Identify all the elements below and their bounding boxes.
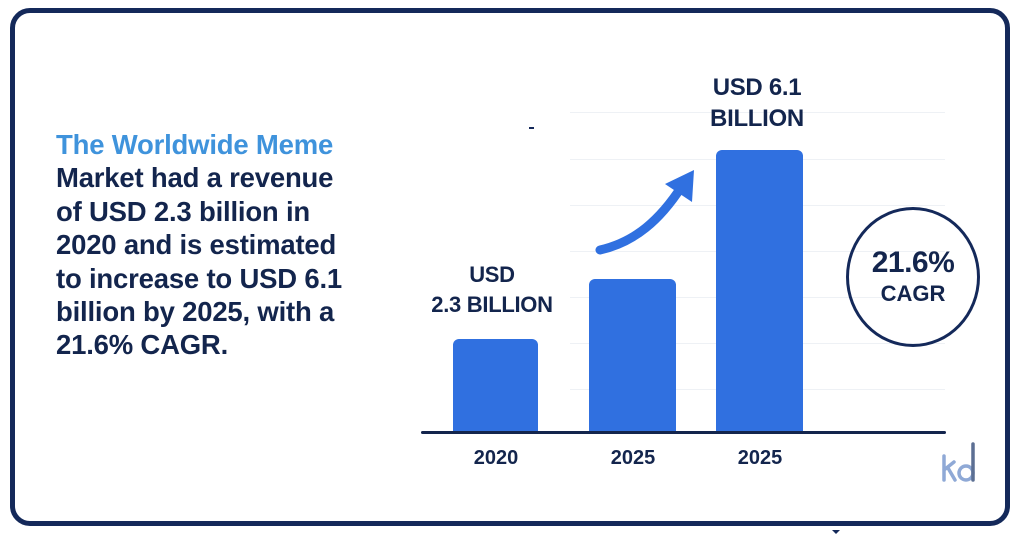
x-tick-label: 2025	[610, 447, 656, 469]
x-tick-label: 2025	[737, 447, 783, 469]
x-tick-label: 2020	[473, 447, 519, 469]
headline-highlight: The Worldwide Meme	[56, 129, 334, 160]
headline-line: Market had a revenue	[56, 162, 334, 194]
bar-2025-value-label: USD 6.1 BILLION	[677, 72, 837, 134]
cagr-value: 21.6%	[871, 246, 955, 279]
x-axis-line	[421, 431, 946, 434]
headline-line: to increase to USD 6.1	[56, 262, 342, 294]
value-label-line: USD	[469, 262, 515, 287]
value-label-line: USD 6.1	[712, 74, 802, 101]
headline-line: 2020 and is estimated	[56, 229, 337, 261]
gridline	[570, 112, 945, 113]
cagr-label: CAGR	[880, 281, 946, 306]
bar-2020	[453, 339, 538, 432]
bar-2020-value-label: USD 2.3 BILLION	[412, 260, 572, 320]
headline-text: The Worldwide Meme Market had a revenue …	[56, 128, 396, 362]
bar-2025	[716, 150, 803, 432]
growth-arrow-icon	[595, 170, 694, 255]
card-frame	[10, 8, 1010, 526]
kd-logo-icon	[942, 442, 975, 482]
headline-line: 21.6% CAGR.	[56, 329, 229, 361]
stray-mark	[529, 127, 534, 129]
cagr-badge: 21.6% CAGR	[846, 207, 980, 347]
value-label-line: 2.3 BILLION	[431, 292, 553, 317]
bar-2025-mid	[589, 279, 676, 432]
headline-line: of USD 2.3 billion in	[56, 195, 311, 227]
stray-mark	[832, 530, 840, 534]
value-label-line: BILLION	[710, 105, 804, 132]
headline-line: billion by 2025, with a	[56, 296, 335, 328]
